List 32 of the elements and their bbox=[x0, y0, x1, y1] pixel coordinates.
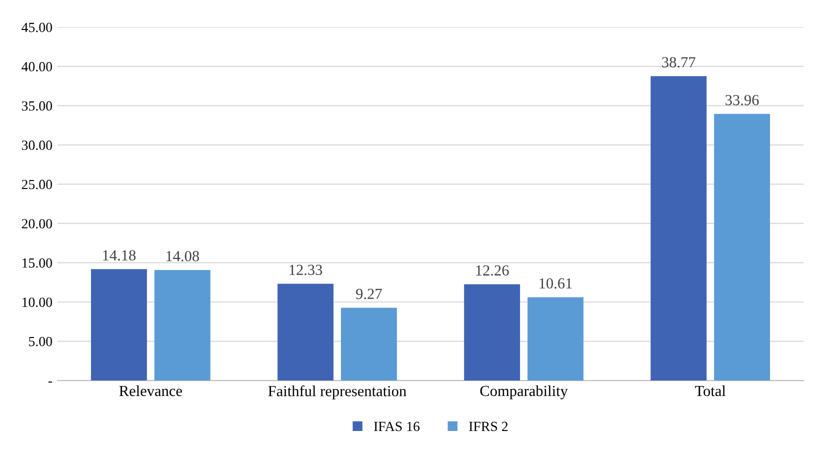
bar bbox=[340, 308, 397, 381]
bar bbox=[714, 114, 770, 381]
y-tick-label: - bbox=[48, 382, 52, 383]
y-tick-label: 10.00 bbox=[22, 298, 52, 308]
y-tick-label: 25.00 bbox=[22, 180, 52, 190]
y-tick-label: 35.00 bbox=[22, 101, 52, 111]
y-tick-label: 30.00 bbox=[22, 140, 52, 150]
bar bbox=[278, 284, 334, 381]
y-tick-label: 40.00 bbox=[22, 62, 52, 72]
bar bbox=[154, 270, 210, 381]
data-label: 38.77 bbox=[662, 57, 696, 68]
data-label: 10.61 bbox=[540, 278, 572, 289]
x-tick-label: Comparability bbox=[480, 385, 568, 400]
legend-label: IFRS 2 bbox=[469, 422, 508, 432]
x-tick-label: Relevance bbox=[119, 385, 182, 396]
bar bbox=[650, 76, 707, 381]
bar bbox=[528, 297, 584, 381]
data-label: 9.27 bbox=[356, 288, 382, 300]
legend-label: IFAS 16 bbox=[374, 422, 420, 432]
bar bbox=[464, 284, 520, 381]
data-label: 33.96 bbox=[726, 94, 759, 106]
y-tick-label: 45.00 bbox=[22, 22, 52, 32]
y-tick-label: 20.00 bbox=[22, 219, 52, 228]
bar bbox=[90, 269, 147, 381]
data-label: 12.26 bbox=[476, 265, 509, 276]
data-label: 14.08 bbox=[166, 250, 199, 262]
y-tick-label: 15.00 bbox=[22, 258, 52, 268]
y-tick-label: 5.00 bbox=[29, 336, 52, 346]
x-tick-label: Faithful representation bbox=[268, 385, 406, 400]
data-label: 14.18 bbox=[103, 250, 136, 261]
data-label: 12.33 bbox=[290, 264, 322, 276]
x-tick-label: Total bbox=[695, 385, 726, 396]
